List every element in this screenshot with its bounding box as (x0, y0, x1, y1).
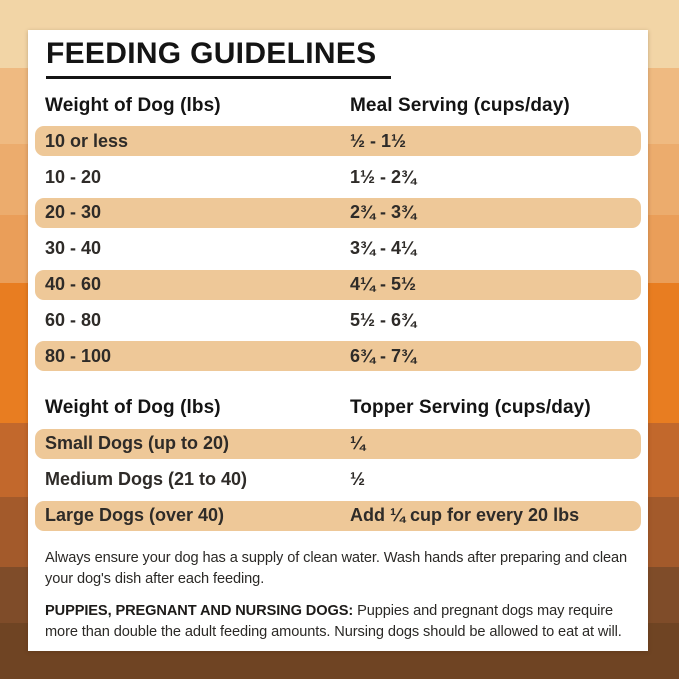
serving-cell: 2¾ - 3¾ (350, 202, 417, 223)
weight-cell: Small Dogs (up to 20) (45, 433, 230, 454)
footer-notes: Always ensure your dog has a supply of c… (45, 548, 631, 643)
serving-cell: 5½ - 6¾ (350, 309, 417, 330)
weight-cell: 80 - 100 (45, 345, 112, 366)
topper-serving-column-header: Topper Serving (cups/day) (350, 397, 591, 419)
weight-cell: 10 or less (45, 130, 129, 151)
table-row: 60 - 80 5½ - 6¾ (45, 302, 631, 338)
topper-table-header: Weight of Dog (lbs) Topper Serving (cups… (45, 397, 631, 419)
title-underline (46, 75, 391, 79)
serving-cell: 4¼ - 5½ (350, 274, 417, 295)
weight-cell: 30 - 40 (45, 238, 102, 259)
table-row: 10 or less ½ - 1½ (35, 124, 641, 160)
table-row: Large Dogs (over 40) Add ¼ cup for every… (35, 498, 641, 534)
table-row: 10 - 20 1½ - 2¾ (45, 159, 631, 195)
serving-cell: ¼ (350, 433, 366, 454)
table-row: 20 - 30 2¾ - 3¾ (35, 195, 641, 231)
puppies-note-label: PUPPIES, PREGNANT AND NURSING DOGS: (45, 603, 354, 620)
weight-cell: 20 - 30 (45, 202, 102, 223)
serving-cell: 1½ - 2¾ (350, 166, 417, 187)
weight-cell: 10 - 20 (45, 166, 102, 187)
puppies-note-text: Puppies and pregnant dogs may require mo… (45, 603, 622, 641)
serving-cell: 6¾ - 7¾ (350, 345, 417, 366)
serving-cell: 3¾ - 4¼ (350, 238, 417, 259)
weight-cell: 40 - 60 (45, 274, 102, 295)
meal-table-header: Weight of Dog (lbs) Meal Serving (cups/d… (45, 95, 631, 117)
table-row: Medium Dogs (21 to 40) ½ (45, 462, 631, 498)
meal-table: 10 or less ½ - 1½ 10 - 20 1½ - 2¾ 20 - 3… (35, 124, 641, 375)
topper-weight-column-header: Weight of Dog (lbs) (45, 397, 221, 419)
puppies-note: PUPPIES, PREGNANT AND NURSING DOGS: Pupp… (45, 601, 631, 643)
serving-cell: Add ¼ cup for every 20 lbs (350, 505, 580, 526)
table-row: Small Dogs (up to 20) ¼ (35, 426, 641, 462)
meal-weight-column-header: Weight of Dog (lbs) (45, 94, 221, 116)
meal-serving-column-header: Meal Serving (cups/day) (350, 94, 570, 116)
weight-cell: 60 - 80 (45, 309, 102, 330)
page-title: FEEDING GUIDELINES (46, 37, 377, 70)
water-note: Always ensure your dog has a supply of c… (45, 550, 628, 588)
table-row: 40 - 60 4¼ - 5½ (35, 267, 641, 303)
weight-cell: Large Dogs (over 40) (45, 505, 225, 526)
serving-cell: ½ (350, 469, 366, 490)
feeding-guidelines-card: FEEDING GUIDELINES Weight of Dog (lbs) M… (28, 30, 648, 651)
topper-table: Small Dogs (up to 20) ¼ Medium Dogs (21 … (35, 426, 641, 534)
serving-cell: ½ - 1½ (350, 130, 407, 151)
weight-cell: Medium Dogs (21 to 40) (45, 469, 248, 490)
table-row: 80 - 100 6¾ - 7¾ (35, 338, 641, 374)
table-row: 30 - 40 3¾ - 4¼ (45, 231, 631, 267)
